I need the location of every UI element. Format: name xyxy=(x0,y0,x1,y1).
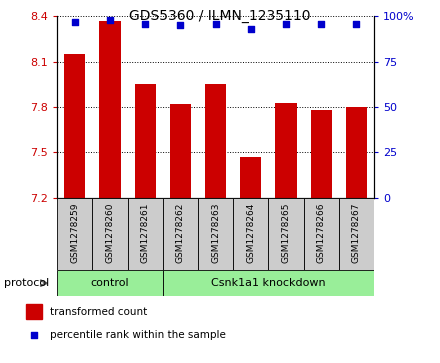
Text: GSM1278266: GSM1278266 xyxy=(317,203,326,263)
Bar xyxy=(57,198,92,270)
Bar xyxy=(135,85,156,198)
Text: GSM1278262: GSM1278262 xyxy=(176,203,185,263)
Text: GSM1278260: GSM1278260 xyxy=(106,203,114,263)
Point xyxy=(212,21,219,26)
Point xyxy=(353,21,360,26)
Text: transformed count: transformed count xyxy=(50,307,147,317)
Bar xyxy=(205,85,226,198)
Bar xyxy=(170,104,191,198)
Text: protocol: protocol xyxy=(4,278,50,288)
Bar xyxy=(233,198,268,270)
Point xyxy=(247,26,254,32)
Point xyxy=(106,17,114,23)
Point xyxy=(71,19,78,25)
Point xyxy=(142,21,149,26)
Bar xyxy=(128,198,163,270)
Point xyxy=(177,23,184,28)
Text: GSM1278265: GSM1278265 xyxy=(282,203,290,263)
Bar xyxy=(26,304,42,319)
Text: Csnk1a1 knockdown: Csnk1a1 knockdown xyxy=(211,278,326,288)
Bar xyxy=(198,198,233,270)
Text: GDS5360 / ILMN_1235110: GDS5360 / ILMN_1235110 xyxy=(129,9,311,23)
Bar xyxy=(64,54,85,198)
Bar xyxy=(99,21,121,198)
Bar xyxy=(163,198,198,270)
Text: GSM1278267: GSM1278267 xyxy=(352,203,361,263)
Bar xyxy=(304,198,339,270)
Bar xyxy=(346,107,367,198)
Bar xyxy=(268,198,304,270)
Text: GSM1278264: GSM1278264 xyxy=(246,203,255,263)
Bar xyxy=(311,110,332,198)
Bar xyxy=(163,270,374,296)
Text: GSM1278261: GSM1278261 xyxy=(141,203,150,263)
Bar xyxy=(339,198,374,270)
Text: GSM1278263: GSM1278263 xyxy=(211,203,220,263)
Point xyxy=(324,217,331,223)
Point xyxy=(318,21,325,26)
Text: GSM1278259: GSM1278259 xyxy=(70,203,79,263)
Text: percentile rank within the sample: percentile rank within the sample xyxy=(50,330,226,340)
Bar xyxy=(275,103,297,198)
Text: control: control xyxy=(91,278,129,288)
Bar xyxy=(240,157,261,198)
Bar xyxy=(92,198,128,270)
Point xyxy=(282,21,290,26)
Bar xyxy=(57,270,163,296)
